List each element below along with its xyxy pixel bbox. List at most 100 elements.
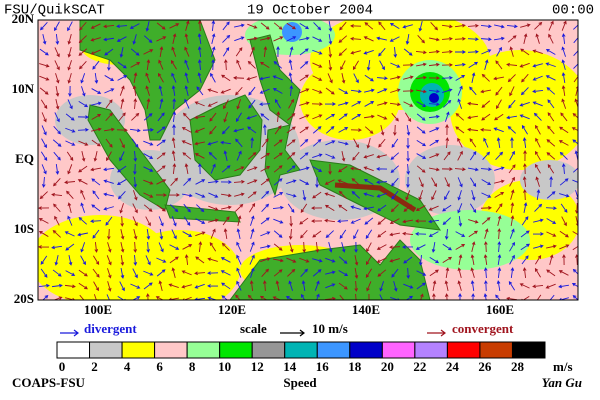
wind-arrow [429,127,440,133]
wind-arrow [442,217,451,226]
wind-arrow [80,242,86,253]
wind-arrow [158,59,164,70]
wind-arrow [194,101,205,107]
wind-arrow [494,192,505,198]
wind-arrow [534,21,543,30]
wind-arrow [389,218,400,224]
wind-arrow [532,284,544,289]
wind-arrow [52,229,61,238]
wind-arrow [380,125,385,136]
wind-arrow [221,295,228,300]
wind-arrow [156,269,166,277]
wind-arrow [509,176,515,187]
wind-arrow [509,150,515,161]
wind-arrow [364,22,374,30]
wind-arrow [105,112,113,122]
wind-arrow [325,113,336,120]
colorbar-tick: 12 [251,359,264,374]
wind-arrow [38,245,50,249]
wind-arrow [444,293,449,300]
wind-arrow [90,49,101,55]
wind-arrow [350,166,362,171]
wind-arrow [403,283,414,289]
wind-arrow [497,241,502,253]
wind-arrow [561,46,566,57]
wind-arrow [80,202,86,213]
wind-arrow [558,270,569,276]
wind-arrow [52,139,62,147]
wind-arrow [250,228,255,239]
wind-arrow [572,245,578,251]
wind-arrow [445,267,450,279]
wind-arrow [246,114,257,120]
wind-arrow [338,101,349,106]
wind-arrow [288,280,293,291]
wind-arrow [480,127,492,132]
wind-arrow [389,232,400,237]
wind-arrow [182,193,193,198]
wind-arrow [469,151,477,161]
lat-label: 10N [12,81,35,96]
wind-arrow [107,268,112,279]
wind-arrow [299,88,310,94]
wind-arrow [170,177,179,186]
wind-arrow [571,127,578,132]
wind-arrow [468,230,478,238]
wind-arrow [312,191,322,199]
wind-arrow [236,150,242,161]
wind-arrow [38,283,50,288]
wind-arrow [289,215,293,227]
wind-arrow [376,76,388,81]
wind-arrow [325,283,336,289]
wind-arrow [365,255,372,266]
wind-arrow [181,127,192,133]
wind-arrow [406,267,411,279]
wind-arrow [391,268,399,278]
wind-arrow [65,140,76,146]
wind-arrow [299,101,310,106]
wind-arrow [325,140,336,146]
wind-arrow [573,35,578,44]
wind-arrow [220,257,231,263]
wind-arrow [561,163,566,175]
wind-arrow [107,242,112,253]
wind-arrow [312,36,323,42]
wind-arrow [533,218,544,223]
wind-arrow [143,113,153,121]
wind-arrow [103,37,115,42]
wind-arrow [133,229,138,240]
wind-arrow [390,75,401,80]
wind-arrow [312,75,323,81]
wind-arrow [246,76,257,81]
wind-arrow [171,216,177,227]
wind-arrow [286,193,297,198]
wind-arrow [273,258,284,263]
wind-arrow [116,36,127,42]
wind-arrow [354,267,359,279]
wind-arrow [545,75,556,81]
wind-arrow [286,139,296,147]
wind-arrow [289,85,294,97]
wind-arrow [249,202,256,213]
wind-arrow [506,24,518,29]
wind-arrow [250,137,255,149]
wind-arrow [78,217,88,225]
wind-arrow [573,48,578,56]
wind-arrow [156,152,166,160]
wind-arrow [103,24,115,29]
colorbar-tick: 24 [446,359,460,374]
wind-arrow [66,151,74,161]
colorbar-cell [154,341,188,359]
wind-arrow [495,60,503,70]
wind-arrow [364,101,375,107]
wind-arrow [339,294,347,300]
wind-arrow [299,152,309,160]
wind-arrow [52,269,62,277]
wind-vectors [38,20,578,300]
wind-arrow [353,229,359,240]
wind-arrow [286,165,296,173]
wind-arrow [260,217,270,225]
wind-arrow [300,229,308,239]
wind-arrow [68,85,72,97]
wind-arrow [338,127,349,133]
